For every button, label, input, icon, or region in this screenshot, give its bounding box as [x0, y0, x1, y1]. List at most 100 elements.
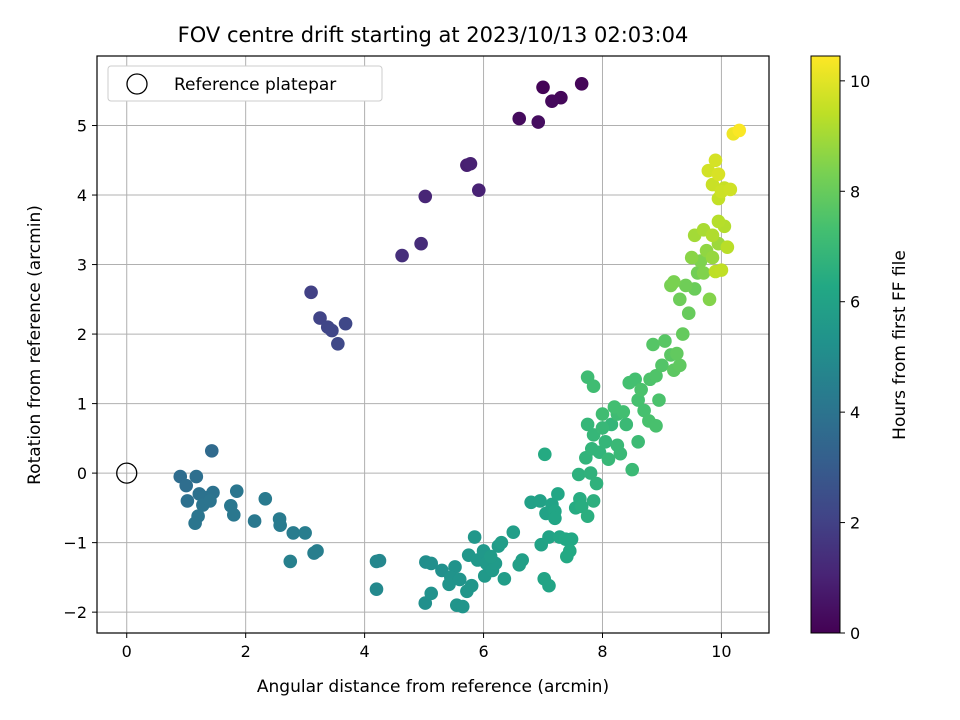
data-point — [631, 435, 645, 449]
data-point — [580, 417, 595, 432]
data-point — [655, 358, 669, 373]
data-point — [580, 509, 595, 524]
data-point — [506, 525, 521, 539]
data-point — [583, 466, 598, 480]
legend-box — [107, 65, 383, 102]
data-point — [708, 153, 723, 168]
data-point — [229, 484, 244, 498]
colorbar-tick-label: 6 — [850, 293, 860, 312]
data-point — [714, 263, 729, 277]
data-point — [658, 334, 672, 348]
x-axis-ticks: 0 2 4 6 8 10 — [122, 633, 732, 661]
data-point — [616, 405, 631, 419]
data-point — [452, 572, 467, 587]
x-tick-label: 2 — [241, 642, 251, 661]
data-point — [595, 407, 610, 421]
data-point — [628, 372, 642, 387]
data-point — [442, 577, 456, 592]
data-point — [338, 316, 353, 331]
y-axis-ticks: −2 −1 0 1 2 3 4 5 — [63, 117, 97, 622]
data-point — [464, 578, 479, 593]
data-point — [589, 476, 604, 491]
data-point — [273, 518, 287, 533]
data-point — [595, 421, 610, 435]
y-tick-label: −1 — [63, 534, 87, 553]
data-point — [705, 250, 720, 265]
data-point — [448, 560, 462, 574]
y-tick-label: 2 — [77, 325, 87, 344]
data-point — [652, 393, 666, 407]
data-point — [574, 77, 589, 91]
data-point — [494, 535, 509, 550]
legend-marker-reference — [126, 73, 148, 95]
y-tick-label: 3 — [77, 256, 87, 275]
data-point — [560, 549, 574, 564]
colorbar-tick-label: 10 — [850, 72, 870, 91]
data-point — [586, 379, 601, 394]
data-point — [702, 292, 717, 307]
data-point — [325, 323, 339, 338]
data-point — [455, 599, 470, 614]
colorbar-tick-label: 8 — [850, 182, 860, 201]
data-point — [512, 111, 527, 126]
colorbar-gradient — [810, 55, 841, 634]
data-point — [369, 582, 384, 597]
data-point — [463, 156, 478, 171]
data-point — [531, 115, 546, 129]
data-point — [533, 494, 547, 508]
scatter-points — [116, 77, 747, 614]
data-point — [631, 393, 645, 407]
data-point — [189, 469, 204, 484]
x-tick-label: 10 — [711, 642, 731, 661]
x-tick-label: 6 — [478, 642, 488, 661]
data-point — [483, 549, 498, 564]
colorbar-tick-label: 2 — [850, 514, 860, 533]
data-point — [681, 306, 696, 321]
data-point — [545, 94, 559, 108]
data-point — [542, 530, 556, 544]
data-point — [395, 248, 409, 263]
data-point — [298, 526, 312, 540]
data-point — [258, 492, 273, 506]
data-point — [705, 228, 720, 243]
data-point — [672, 292, 687, 307]
colorbar-tick-label: 0 — [850, 624, 860, 643]
data-point — [613, 446, 628, 461]
y-tick-label: 5 — [77, 117, 87, 136]
data-point — [723, 182, 738, 197]
data-point — [372, 553, 387, 568]
colorbar: 0 2 4 6 8 10 Hours from first FF file — [810, 55, 910, 643]
data-point — [649, 419, 663, 433]
y-tick-label: −2 — [63, 603, 87, 622]
y-tick-label: 4 — [77, 186, 87, 205]
data-point — [672, 358, 687, 373]
data-point — [625, 462, 640, 477]
data-point — [678, 278, 693, 293]
data-point — [711, 167, 726, 181]
y-tick-label: 1 — [77, 395, 87, 414]
data-point — [649, 368, 663, 383]
data-point — [542, 578, 556, 593]
data-point — [551, 487, 565, 501]
data-point — [634, 382, 648, 397]
colorbar-ticks: 0 2 4 6 8 10 — [840, 72, 870, 643]
legend-label-reference: Reference platepar — [174, 75, 336, 95]
data-point — [732, 123, 747, 138]
x-tick-label: 0 — [122, 642, 132, 661]
data-point — [601, 452, 616, 467]
data-point — [497, 571, 512, 586]
data-point — [598, 435, 613, 449]
grid-lines — [97, 56, 769, 633]
data-point — [467, 530, 482, 544]
data-point — [204, 444, 219, 458]
data-point — [307, 546, 321, 560]
data-point — [418, 596, 433, 610]
data-point — [286, 526, 301, 540]
reference-point-marker — [116, 462, 138, 484]
data-point — [684, 250, 699, 265]
data-point — [414, 236, 428, 251]
data-point — [424, 586, 439, 601]
data-point — [179, 478, 194, 493]
data-point — [247, 514, 262, 528]
